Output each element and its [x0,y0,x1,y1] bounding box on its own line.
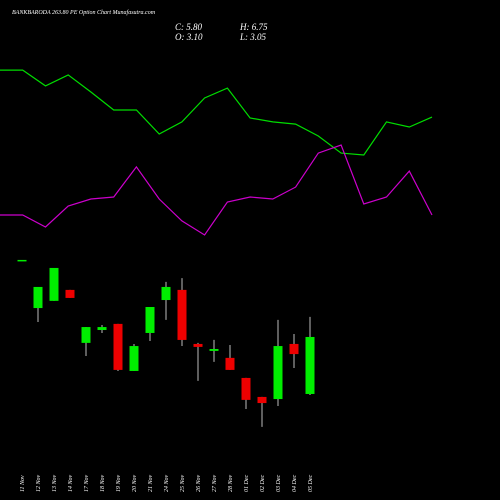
x-tick-label: 26 Nov [196,474,202,492]
candle-body [113,323,123,370]
summary-high: H: 6.75 [239,22,268,32]
candle-body [129,346,139,371]
candle-body [257,396,267,404]
x-tick-label: 27 Nov [212,474,218,492]
summary-close: C: 5.80 [175,22,203,32]
summary-open: O: 3.10 [175,32,203,42]
candle-body [97,327,107,331]
candle-body [177,289,187,340]
x-tick-label: 01 Dec [244,475,250,492]
x-tick-label: 05 Dec [308,475,314,492]
candle-body [161,286,171,301]
x-tick-label: 12 Nov [36,474,42,492]
x-tick-label: 02 Dec [260,475,266,492]
x-tick-label: 18 Nov [100,474,106,492]
x-tick-label: 17 Nov [84,474,90,492]
x-tick-label: 24 Nov [163,474,170,492]
candle-body [17,259,27,262]
candle-body [305,336,315,394]
indicator-line [0,144,433,236]
candle-body [193,343,203,347]
x-tick-label: 03 Dec [276,475,282,492]
x-tick-label: 13 Nov [52,474,58,492]
candle-body [289,343,299,355]
candle-body [225,357,235,370]
candle-body [49,267,59,301]
x-tick-label: 11 Nov [20,475,26,492]
candle-body [209,349,219,351]
candle-body [241,377,251,400]
summary-low: L: 3.05 [239,32,267,42]
x-tick-label: 25 Nov [180,474,186,492]
x-tick-label: 21 Nov [148,474,154,492]
candle-body [33,286,43,309]
x-tick-label: 28 Nov [228,474,234,492]
candle-body [273,346,283,400]
chart-title: BANKBARODA 263.80 PE Option Chart Munafa… [12,9,156,16]
x-tick-label: 19 Nov [116,474,122,492]
x-tick-label: 20 Nov [132,474,138,492]
indicator-line [0,69,433,156]
x-tick-label: 14 Nov [67,474,74,492]
x-tick-label: 04 Dec [291,475,298,492]
candle-body [145,307,155,333]
candle-body [81,327,91,343]
candle-body [65,289,75,298]
